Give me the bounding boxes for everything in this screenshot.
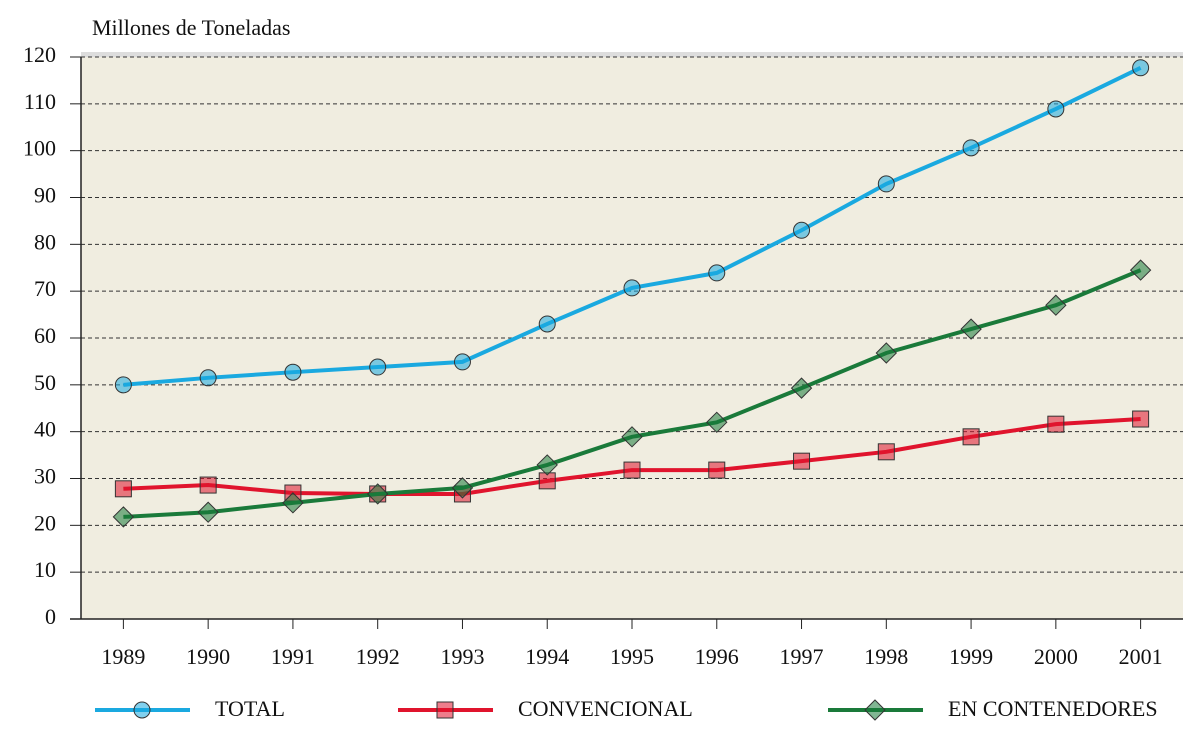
marker [199,476,217,494]
marker [114,480,132,498]
marker [708,264,726,282]
marker [1047,100,1065,118]
x-tick-label: 1999 [949,644,993,669]
y-tick-label: 80 [34,229,56,254]
marker [875,342,898,364]
marker [536,454,558,476]
marker [538,315,556,333]
marker [199,369,217,387]
marker [793,452,811,470]
marker [1047,415,1065,433]
x-tick-label: 1998 [864,644,908,669]
marker [1129,259,1152,281]
y-tick-label: 100 [23,136,56,161]
marker [708,461,726,479]
marker [864,699,886,721]
marker [112,506,135,528]
marker [282,492,304,514]
marker [451,477,474,499]
y-tick-label: 40 [34,417,56,442]
plot-area [81,57,1183,619]
marker [793,221,811,239]
x-tick-label: 2001 [1119,644,1163,669]
y-tick-label: 20 [34,510,56,535]
marker [369,358,387,376]
marker [790,377,813,399]
marker [623,279,641,297]
x-tick-label: 1996 [695,644,739,669]
marker [197,501,219,523]
y-tick-label: 10 [34,557,56,582]
marker [1132,410,1150,428]
marker [1045,294,1067,316]
y-axis-label: Millones de Toneladas [92,15,290,40]
legend-label: CONVENCIONAL [518,696,693,721]
x-tick-label: 1992 [356,644,400,669]
marker [621,426,643,448]
y-tick-label: 110 [24,89,56,114]
marker [284,363,302,381]
marker [366,483,389,505]
marker [877,443,895,461]
legend-label: EN CONTENEDORES [948,696,1158,721]
y-tick-label: 0 [45,604,56,629]
y-tick-label: 50 [34,370,56,395]
y-tick-label: 70 [34,276,56,301]
x-tick-label: 1995 [610,644,654,669]
marker [962,139,980,157]
x-tick-label: 1990 [186,644,230,669]
legend-label: TOTAL [215,696,285,721]
x-tick-label: 1989 [101,644,145,669]
marker [1132,59,1150,77]
marker [114,376,132,394]
marker [706,411,728,434]
plot-shadow [81,52,1183,57]
marker [436,701,454,719]
y-tick-label: 120 [23,42,56,67]
marker [623,461,641,479]
marker [960,318,982,340]
x-tick-label: 2000 [1034,644,1078,669]
x-tick-label: 1994 [525,644,569,669]
marker [133,701,151,719]
x-tick-label: 1993 [440,644,484,669]
marker [962,428,980,446]
marker [877,175,895,193]
y-tick-label: 90 [34,183,56,208]
y-tick-label: 30 [34,464,56,489]
x-tick-label: 1991 [271,644,315,669]
y-tick-label: 60 [34,323,56,348]
x-tick-label: 1997 [780,644,824,669]
marker [453,353,471,371]
